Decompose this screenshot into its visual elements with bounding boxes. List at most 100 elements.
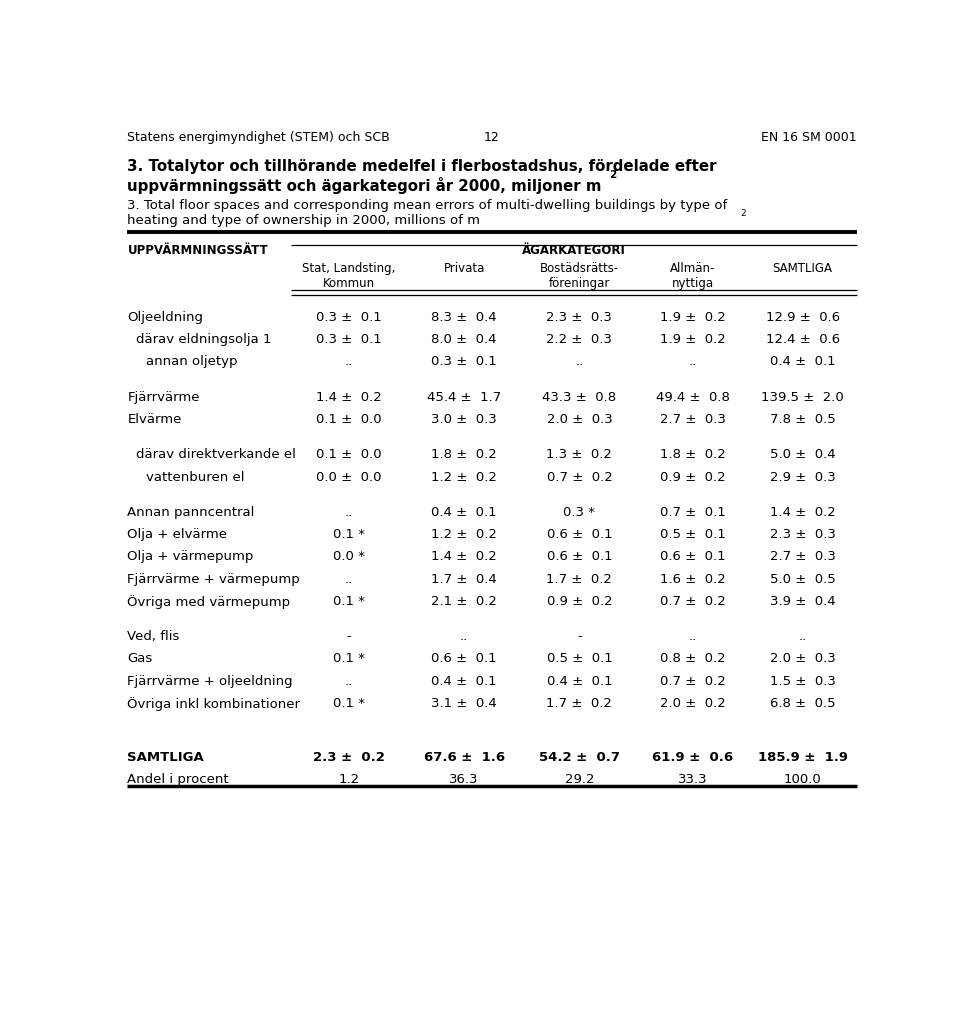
Text: 100.0: 100.0 (783, 772, 822, 786)
Text: 2.0 ±  0.3: 2.0 ± 0.3 (770, 652, 835, 665)
Text: 6.8 ±  0.5: 6.8 ± 0.5 (770, 697, 835, 709)
Text: 0.4 ±  0.1: 0.4 ± 0.1 (770, 355, 835, 368)
Text: 0.3 ±  0.1: 0.3 ± 0.1 (316, 333, 382, 346)
Text: 1.6 ±  0.2: 1.6 ± 0.2 (660, 572, 726, 585)
Text: Andel i procent: Andel i procent (128, 772, 229, 786)
Text: 12.9 ±  0.6: 12.9 ± 0.6 (765, 310, 840, 324)
Text: 0.0 ±  0.0: 0.0 ± 0.0 (316, 470, 381, 483)
Text: -: - (347, 630, 351, 643)
Text: 0.1 *: 0.1 * (333, 697, 365, 709)
Text: 36.3: 36.3 (449, 772, 479, 786)
Text: 33.3: 33.3 (678, 772, 708, 786)
Text: 1.2 ±  0.2: 1.2 ± 0.2 (431, 528, 497, 541)
Text: Olja + värmepump: Olja + värmepump (128, 550, 253, 563)
Text: 1.4 ±  0.2: 1.4 ± 0.2 (770, 506, 835, 519)
Text: 0.7 ±  0.2: 0.7 ± 0.2 (660, 594, 726, 608)
Text: 0.1 *: 0.1 * (333, 528, 365, 541)
Text: Fjärrvärme: Fjärrvärme (128, 390, 200, 403)
Text: Elvärme: Elvärme (128, 412, 181, 426)
Text: Stat, Landsting,
Kommun: Stat, Landsting, Kommun (302, 262, 396, 289)
Text: 43.3 ±  0.8: 43.3 ± 0.8 (542, 390, 616, 403)
Text: 1.5 ±  0.3: 1.5 ± 0.3 (770, 674, 835, 687)
Text: 0.3 ±  0.1: 0.3 ± 0.1 (316, 310, 382, 324)
Text: därav eldningsolja 1: därav eldningsolja 1 (136, 333, 272, 346)
Text: 0.4 ±  0.1: 0.4 ± 0.1 (546, 674, 612, 687)
Text: Fjärrvärme + oljeeldning: Fjärrvärme + oljeeldning (128, 674, 293, 687)
Text: 2.1 ±  0.2: 2.1 ± 0.2 (431, 594, 497, 608)
Text: 12: 12 (484, 130, 500, 144)
Text: ÄGARKATEGORI: ÄGARKATEGORI (522, 244, 626, 257)
Text: Fjärrvärme + värmepump: Fjärrvärme + värmepump (128, 572, 300, 585)
Text: 2: 2 (740, 208, 746, 217)
Text: Allmän-
nyttiga: Allmän- nyttiga (670, 262, 715, 289)
Text: 1.7 ±  0.2: 1.7 ± 0.2 (546, 697, 612, 709)
Text: 1.8 ±  0.2: 1.8 ± 0.2 (431, 448, 497, 461)
Text: Ved, flis: Ved, flis (128, 630, 180, 643)
Text: Annan panncentral: Annan panncentral (128, 506, 254, 519)
Text: 0.6 ±  0.1: 0.6 ± 0.1 (546, 550, 612, 563)
Text: 1.2 ±  0.2: 1.2 ± 0.2 (431, 470, 497, 483)
Text: 1.9 ±  0.2: 1.9 ± 0.2 (660, 333, 726, 346)
Text: 0.6 ±  0.1: 0.6 ± 0.1 (546, 528, 612, 541)
Text: 12.4 ±  0.6: 12.4 ± 0.6 (765, 333, 840, 346)
Text: UPPVÄRMNINGSSÄTT: UPPVÄRMNINGSSÄTT (128, 244, 268, 257)
Text: ..: .. (799, 630, 806, 643)
Text: 1.9 ±  0.2: 1.9 ± 0.2 (660, 310, 726, 324)
Text: 45.4 ±  1.7: 45.4 ± 1.7 (427, 390, 501, 403)
Text: 29.2: 29.2 (564, 772, 594, 786)
Text: 0.5 ±  0.1: 0.5 ± 0.1 (546, 652, 612, 665)
Text: 1.8 ±  0.2: 1.8 ± 0.2 (660, 448, 726, 461)
Text: ..: .. (345, 506, 353, 519)
Text: 8.3 ±  0.4: 8.3 ± 0.4 (431, 310, 497, 324)
Text: ..: .. (460, 630, 468, 643)
Text: 2.7 ±  0.3: 2.7 ± 0.3 (660, 412, 726, 426)
Text: 5.0 ±  0.4: 5.0 ± 0.4 (770, 448, 835, 461)
Text: 185.9 ±  1.9: 185.9 ± 1.9 (757, 750, 848, 763)
Text: ..: .. (345, 674, 353, 687)
Text: ..: .. (575, 355, 584, 368)
Text: EN 16 SM 0001: EN 16 SM 0001 (761, 130, 856, 144)
Text: 1.2: 1.2 (338, 772, 359, 786)
Text: 1.4 ±  0.2: 1.4 ± 0.2 (316, 390, 382, 403)
Text: annan oljetyp: annan oljetyp (146, 355, 237, 368)
Text: Övriga inkl kombinationer: Övriga inkl kombinationer (128, 697, 300, 710)
Text: 0.1 *: 0.1 * (333, 652, 365, 665)
Text: 1.3 ±  0.2: 1.3 ± 0.2 (546, 448, 612, 461)
Text: 2.3 ±  0.2: 2.3 ± 0.2 (313, 750, 385, 763)
Text: Gas: Gas (128, 652, 153, 665)
Text: därav direktverkande el: därav direktverkande el (136, 448, 297, 461)
Text: 54.2 ±  0.7: 54.2 ± 0.7 (539, 750, 620, 763)
Text: 5.0 ±  0.5: 5.0 ± 0.5 (770, 572, 835, 585)
Text: 0.3 *: 0.3 * (564, 506, 595, 519)
Text: 0.6 ±  0.1: 0.6 ± 0.1 (660, 550, 726, 563)
Text: 0.7 ±  0.2: 0.7 ± 0.2 (660, 674, 726, 687)
Text: 0.1 *: 0.1 * (333, 594, 365, 608)
Text: 0.6 ±  0.1: 0.6 ± 0.1 (431, 652, 497, 665)
Text: 2.3 ±  0.3: 2.3 ± 0.3 (770, 528, 835, 541)
Text: Bostädsrätts-
föreningar: Bostädsrätts- föreningar (540, 262, 619, 289)
Text: 0.7 ±  0.1: 0.7 ± 0.1 (660, 506, 726, 519)
Text: 0.9 ±  0.2: 0.9 ± 0.2 (546, 594, 612, 608)
Text: -: - (577, 630, 582, 643)
Text: SAMTLIGA: SAMTLIGA (128, 750, 204, 763)
Text: 3. Total floor spaces and corresponding mean errors of multi-dwelling buildings : 3. Total floor spaces and corresponding … (128, 199, 728, 227)
Text: ..: .. (345, 355, 353, 368)
Text: 0.1 ±  0.0: 0.1 ± 0.0 (316, 448, 381, 461)
Text: 3.9 ±  0.4: 3.9 ± 0.4 (770, 594, 835, 608)
Text: 139.5 ±  2.0: 139.5 ± 2.0 (761, 390, 844, 403)
Text: 3. Totalytor och tillhörande medelfel i flerbostadshus, fördelade efter
uppvärmn: 3. Totalytor och tillhörande medelfel i … (128, 159, 717, 193)
Text: vattenburen el: vattenburen el (146, 470, 245, 483)
Text: 0.4 ±  0.1: 0.4 ± 0.1 (431, 674, 497, 687)
Text: 0.4 ±  0.1: 0.4 ± 0.1 (431, 506, 497, 519)
Text: 1.7 ±  0.4: 1.7 ± 0.4 (431, 572, 497, 585)
Text: ..: .. (345, 572, 353, 585)
Text: 7.8 ±  0.5: 7.8 ± 0.5 (770, 412, 835, 426)
Text: Olja + elvärme: Olja + elvärme (128, 528, 228, 541)
Text: 0.9 ±  0.2: 0.9 ± 0.2 (660, 470, 726, 483)
Text: 0.1 ±  0.0: 0.1 ± 0.0 (316, 412, 381, 426)
Text: 1.4 ±  0.2: 1.4 ± 0.2 (431, 550, 497, 563)
Text: Privata: Privata (444, 262, 485, 274)
Text: 3.1 ±  0.4: 3.1 ± 0.4 (431, 697, 497, 709)
Text: 49.4 ±  0.8: 49.4 ± 0.8 (656, 390, 730, 403)
Text: 2: 2 (610, 170, 617, 180)
